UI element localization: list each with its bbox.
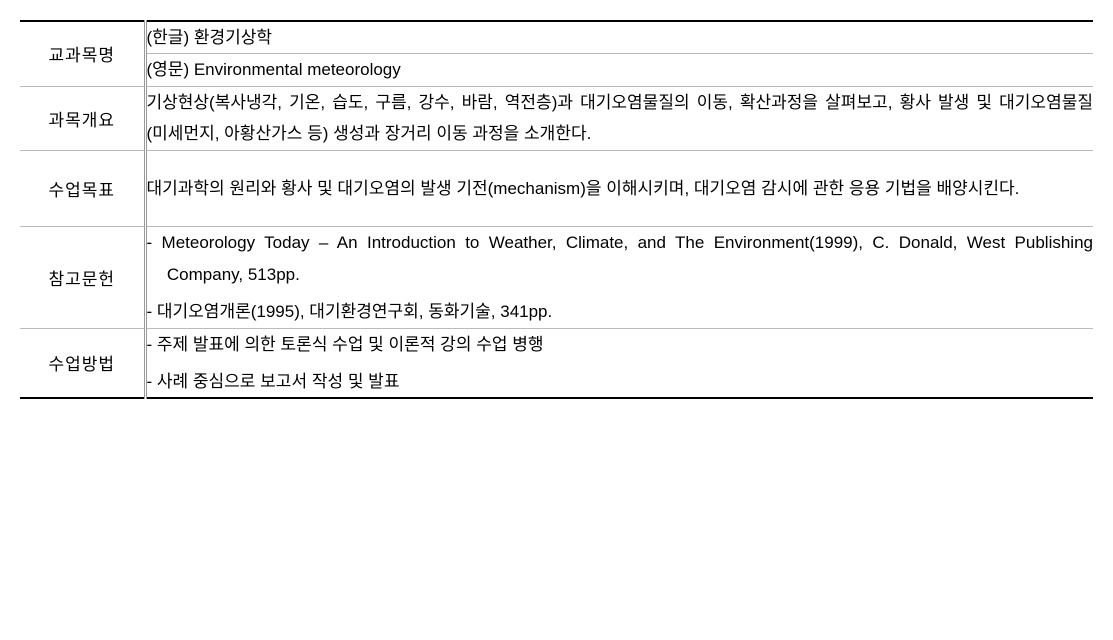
cell-methods: - 주제 발표에 의한 토론식 수업 및 이론적 강의 수업 병행 - 사례 중… (145, 328, 1093, 398)
label-course-name: 교과목명 (20, 21, 145, 86)
reference-item-1: - Meteorology Today – An Introduction to… (147, 227, 1094, 290)
prefix-english: (영문) (147, 60, 194, 79)
label-methods: 수업방법 (20, 328, 145, 398)
cell-course-name-korean: (한글) 환경기상학 (145, 21, 1093, 54)
label-overview: 과목개요 (20, 86, 145, 150)
label-objectives: 수업목표 (20, 150, 145, 226)
method-item-2: - 사례 중심으로 보고서 작성 및 발표 (147, 366, 1094, 397)
cell-objectives: 대기과학의 원리와 황사 및 대기오염의 발생 기전(mechanism)을 이… (145, 150, 1093, 226)
label-references: 참고문헌 (20, 227, 145, 328)
reference-item-2: - 대기오염개론(1995), 대기환경연구회, 동화기술, 341pp. (147, 296, 1094, 327)
row-course-name-korean: 교과목명 (한글) 환경기상학 (20, 21, 1093, 54)
cell-references: - Meteorology Today – An Introduction to… (145, 227, 1093, 328)
prefix-korean: (한글) (147, 28, 194, 47)
method-item-1: - 주제 발표에 의한 토론식 수업 및 이론적 강의 수업 병행 (147, 329, 1094, 360)
row-course-name-english: (영문) Environmental meteorology (20, 54, 1093, 86)
value-course-name-english: Environmental meteorology (194, 60, 401, 79)
syllabus-table: 교과목명 (한글) 환경기상학 (영문) Environmental meteo… (20, 20, 1093, 399)
cell-overview: 기상현상(복사냉각, 기온, 습도, 구름, 강수, 바람, 역전층)과 대기오… (145, 86, 1093, 150)
row-objectives: 수업목표 대기과학의 원리와 황사 및 대기오염의 발생 기전(mechanis… (20, 150, 1093, 226)
cell-course-name-english: (영문) Environmental meteorology (145, 54, 1093, 86)
value-course-name-korean: 환경기상학 (194, 28, 272, 47)
row-methods: 수업방법 - 주제 발표에 의한 토론식 수업 및 이론적 강의 수업 병행 -… (20, 328, 1093, 398)
row-overview: 과목개요 기상현상(복사냉각, 기온, 습도, 구름, 강수, 바람, 역전층)… (20, 86, 1093, 150)
row-references: 참고문헌 - Meteorology Today – An Introducti… (20, 227, 1093, 328)
